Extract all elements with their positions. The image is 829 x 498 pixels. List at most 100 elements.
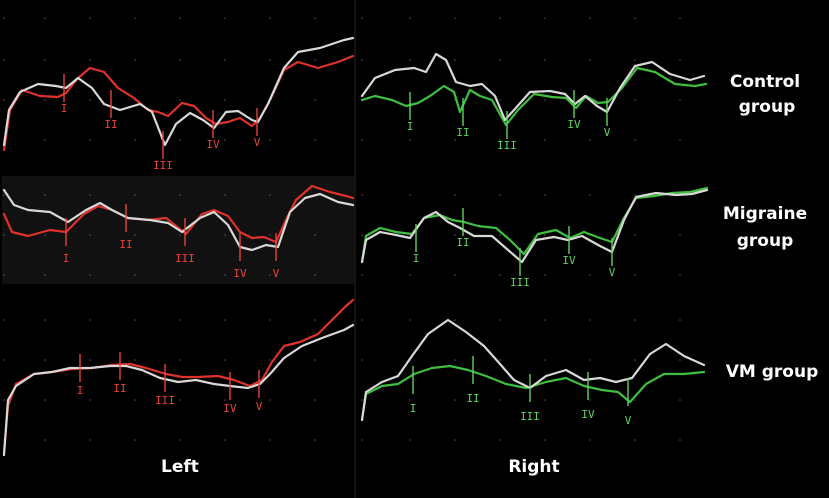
- grid-dot: [3, 99, 5, 101]
- grid-dot: [179, 194, 181, 196]
- grid-dot: [544, 99, 546, 101]
- grid-dot: [454, 139, 456, 141]
- grid-dot: [454, 234, 456, 236]
- grid-dot: [454, 59, 456, 61]
- grid-dot: [44, 439, 46, 441]
- grid-dot: [224, 194, 226, 196]
- wave-marker-label: II: [466, 392, 479, 405]
- grid-dot: [224, 439, 226, 441]
- grid-dot: [589, 194, 591, 196]
- grid-dot: [499, 319, 501, 321]
- grid-dot: [544, 139, 546, 141]
- grid-dot: [269, 17, 271, 19]
- grid-dot: [44, 234, 46, 236]
- grid-dot: [499, 274, 501, 276]
- grid-dot: [314, 439, 316, 441]
- grid-dot: [44, 194, 46, 196]
- grid-dot: [589, 439, 591, 441]
- grid-dot: [634, 194, 636, 196]
- grid-dot: [224, 319, 226, 321]
- grid-dot: [134, 234, 136, 236]
- grid-dot: [89, 399, 91, 401]
- grid-dot: [409, 59, 411, 61]
- grid-dot: [679, 139, 681, 141]
- grid-dot: [134, 17, 136, 19]
- grid-dot: [89, 139, 91, 141]
- grid-dot: [454, 274, 456, 276]
- grid-dot: [3, 319, 5, 321]
- wave-marker-label: III: [175, 252, 195, 265]
- grid-dot: [499, 234, 501, 236]
- grid-dot: [634, 274, 636, 276]
- grid-dot: [361, 234, 363, 236]
- wave-marker-label: I: [413, 252, 420, 265]
- grid-dot: [314, 274, 316, 276]
- grid-dot: [44, 99, 46, 101]
- grid-dot: [679, 359, 681, 361]
- grid-dot: [589, 17, 591, 19]
- grid-dot: [269, 139, 271, 141]
- grid-dot: [134, 359, 136, 361]
- wave-marker-label: V: [273, 267, 280, 280]
- wave-marker-label: III: [153, 159, 173, 172]
- wave-marker-label: II: [113, 382, 126, 395]
- grid-dot: [634, 99, 636, 101]
- wave-marker-label: III: [510, 276, 530, 289]
- grid-dot: [544, 319, 546, 321]
- wave-marker-label: IV: [567, 118, 581, 131]
- grid-dot: [224, 59, 226, 61]
- grid-dot: [589, 359, 591, 361]
- wave-marker-label: IV: [206, 138, 220, 151]
- grid-dot: [499, 139, 501, 141]
- grid-dot: [3, 59, 5, 61]
- group-label-migraine-line1: Migraine: [723, 204, 807, 224]
- wave-marker-label: V: [604, 126, 611, 139]
- grid-dot: [589, 274, 591, 276]
- grid-dot: [224, 139, 226, 141]
- trace-colored-left-control: [2, 54, 355, 152]
- grid-dot: [634, 319, 636, 321]
- grid-dot: [499, 17, 501, 19]
- grid-dot: [544, 234, 546, 236]
- grid-dot: [3, 194, 5, 196]
- grid-dot: [134, 399, 136, 401]
- grid-dot: [224, 274, 226, 276]
- grid-dot: [409, 194, 411, 196]
- grid-dot: [361, 399, 363, 401]
- grid-dot: [44, 359, 46, 361]
- wave-marker-label: I: [407, 120, 414, 133]
- grid-dot: [89, 319, 91, 321]
- grid-dot: [409, 274, 411, 276]
- grid-dot: [361, 17, 363, 19]
- grid-dot: [679, 99, 681, 101]
- grid-dot: [179, 399, 181, 401]
- trace-gray-right-migraine: [360, 188, 709, 264]
- grid-dot: [179, 139, 181, 141]
- grid-dot: [499, 439, 501, 441]
- grid-dot: [409, 439, 411, 441]
- grid-dot: [499, 359, 501, 361]
- wave-marker-label: I: [410, 402, 417, 415]
- trace-colored-right-vm: [360, 364, 706, 422]
- grid-dot: [679, 274, 681, 276]
- grid-dot: [409, 17, 411, 19]
- trace-colored-right-control: [360, 66, 708, 127]
- grid-dot: [499, 59, 501, 61]
- trace-colored-left-vm: [2, 298, 355, 454]
- group-label-control-line2: group: [739, 97, 796, 117]
- grid-dot: [499, 99, 501, 101]
- grid-dot: [179, 17, 181, 19]
- grid-dot: [679, 17, 681, 19]
- grid-dot: [679, 59, 681, 61]
- grid-dot: [134, 319, 136, 321]
- wave-marker-label: V: [625, 414, 632, 427]
- grid-dot: [634, 234, 636, 236]
- grid-dot: [454, 439, 456, 441]
- grid-dot: [179, 274, 181, 276]
- grid-dot: [409, 319, 411, 321]
- grid-dot: [589, 319, 591, 321]
- grid-dot: [361, 274, 363, 276]
- grid-dot: [3, 359, 5, 361]
- grid-dot: [314, 234, 316, 236]
